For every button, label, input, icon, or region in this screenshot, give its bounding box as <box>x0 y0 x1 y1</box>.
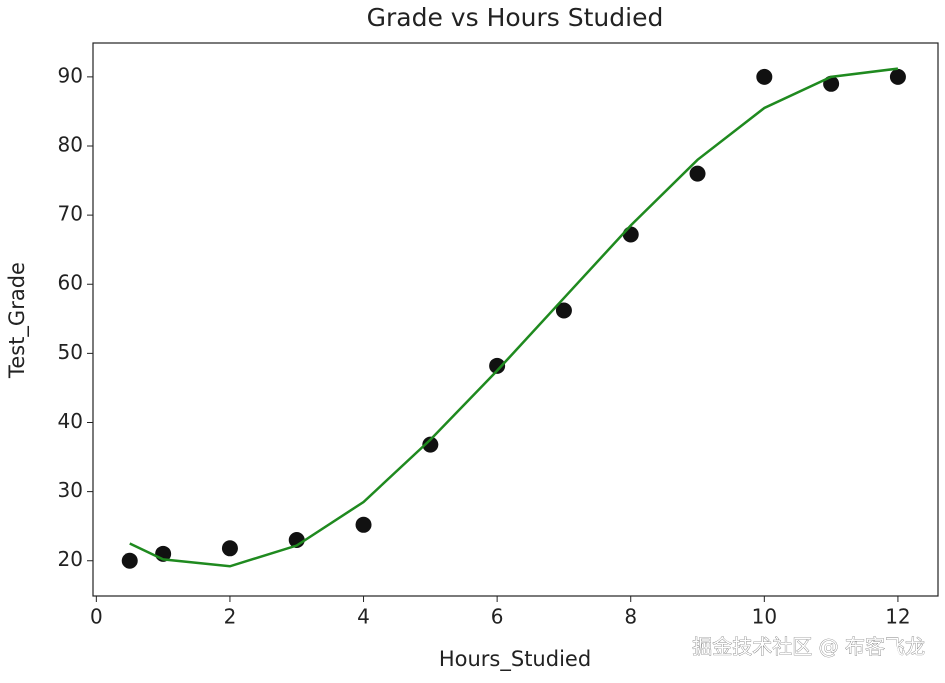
fit-line <box>129 67 899 568</box>
y-tick-label: 50 <box>58 340 83 364</box>
x-tick-label: 10 <box>752 605 777 629</box>
y-tick-label: 90 <box>58 63 83 87</box>
data-point <box>489 357 506 374</box>
x-tick-label: 12 <box>885 605 910 629</box>
x-axis-label: Hours_Studied <box>439 647 591 672</box>
data-point <box>121 552 138 569</box>
x-tick-label: 6 <box>491 605 504 629</box>
data-point <box>355 516 372 533</box>
data-point <box>221 540 238 557</box>
x-tick-label: 4 <box>357 605 370 629</box>
plot-frame <box>92 42 939 597</box>
x-tick-label: 0 <box>90 605 103 629</box>
x-tick-label: 8 <box>624 605 637 629</box>
y-tick-label: 30 <box>58 478 83 502</box>
y-tick-label: 40 <box>58 409 83 433</box>
y-tick-label: 20 <box>58 547 83 571</box>
data-point <box>889 68 906 85</box>
data-point <box>622 226 639 243</box>
y-tick-label: 60 <box>58 271 83 295</box>
y-tick-label: 70 <box>58 202 83 226</box>
watermark: 掘金技术社区 @ 布客飞龙 <box>692 635 925 659</box>
data-point <box>555 302 572 319</box>
data-point <box>422 436 439 453</box>
chart-title: Grade vs Hours Studied <box>367 3 664 32</box>
y-axis-label: Test_Grade <box>5 262 30 379</box>
x-tick-label: 2 <box>224 605 237 629</box>
y-tick-label: 80 <box>58 132 83 156</box>
data-point <box>689 165 706 182</box>
data-point <box>756 68 773 85</box>
